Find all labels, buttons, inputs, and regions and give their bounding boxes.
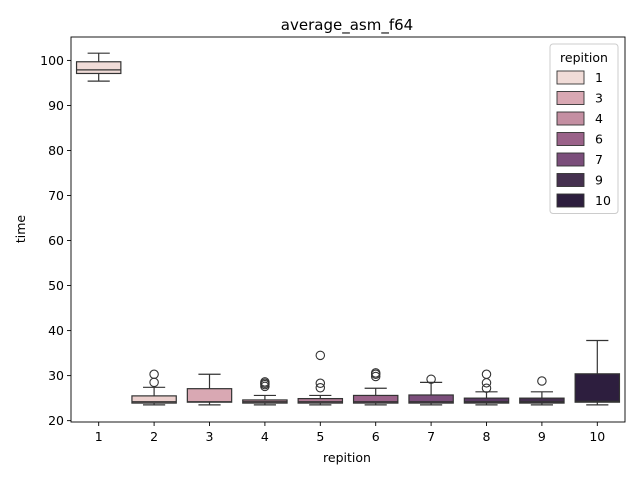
x-tick-label: 7: [427, 429, 435, 444]
legend-entry-label: 10: [595, 193, 611, 208]
legend-swatch: [556, 111, 585, 126]
outlier-point: [260, 377, 270, 387]
box-group-9: [519, 376, 565, 406]
outlier-point: [315, 378, 326, 389]
outlier-point: [481, 378, 492, 388]
x-tick-label: 6: [372, 429, 380, 444]
outlier-point: [481, 383, 492, 393]
legend-entry-label: 1: [595, 70, 603, 85]
y-tick-label: 50: [48, 278, 64, 293]
legend-swatch: [556, 70, 585, 85]
legend-box: [549, 43, 619, 214]
box-group-8: [463, 369, 510, 406]
x-tick-label: 2: [150, 429, 158, 444]
x-tick-label: 8: [483, 429, 491, 444]
y-tick-label: 60: [48, 233, 64, 248]
outlier-point: [370, 368, 381, 378]
box-group-7: [408, 374, 454, 406]
legend-swatch: [556, 173, 585, 187]
iqr-box: [519, 397, 565, 404]
x-tick-label: 10: [589, 429, 605, 444]
iqr-box: [352, 394, 399, 404]
legend: repition 1 3 4 6 7 9 10: [549, 43, 619, 214]
outlier-point: [149, 369, 159, 380]
y-tick-label: 70: [48, 188, 64, 203]
y-tick-label: 80: [48, 143, 64, 158]
legend-entry-label: 9: [595, 173, 603, 188]
box-group-4: [242, 377, 288, 406]
outlier-point: [537, 376, 547, 386]
box-group-2: [131, 369, 177, 406]
iqr-box: [186, 388, 233, 403]
legend-swatch: [556, 91, 585, 105]
legend-entry-label: 4: [595, 111, 603, 126]
x-tick-label: 9: [538, 429, 546, 444]
box-group-5: [297, 350, 344, 406]
box-group-1: [75, 52, 122, 82]
x-tick-label: 5: [316, 429, 324, 444]
legend-entry-label: 7: [595, 152, 603, 167]
y-tick-label: 40: [48, 323, 64, 338]
legend-swatch: [556, 132, 585, 146]
x-tick-label: 4: [261, 429, 269, 444]
legend-swatch: [556, 193, 585, 208]
outlier-point: [315, 350, 326, 361]
legend-swatch: [556, 152, 585, 167]
outlier-point: [149, 377, 159, 388]
y-axis-label: time: [13, 215, 28, 244]
box-group-10: [574, 339, 621, 406]
legend-title: repition: [560, 50, 608, 65]
iqr-box: [131, 395, 177, 404]
iqr-box: [75, 61, 122, 75]
iqr-box: [297, 397, 344, 404]
outlier-point: [315, 383, 326, 393]
x-tick-label: 1: [95, 429, 103, 444]
y-tick-label: 90: [48, 98, 64, 113]
legend-entry-label: 6: [595, 132, 603, 147]
iqr-box: [574, 373, 621, 403]
plot-area: 20 30 40 50 60 70 80 90 100 1 2 3 4 5 6 7 8 9 10: [40, 52, 621, 444]
x-axis-label: repition: [323, 450, 371, 465]
chart-title: average_asm_f64: [281, 16, 413, 35]
outlier-point: [426, 374, 436, 384]
outlier-point: [370, 371, 381, 382]
box-group-6: [352, 368, 399, 406]
y-tick-label: 100: [40, 53, 64, 68]
box-group-3: [186, 373, 233, 406]
x-tick-label: 3: [206, 429, 214, 444]
iqr-box: [408, 394, 454, 404]
plot-frame: [70, 36, 626, 423]
legend-entry-label: 3: [595, 91, 603, 106]
y-tick-label: 30: [48, 368, 64, 383]
outlier-point: [481, 369, 492, 380]
iqr-box: [463, 397, 510, 404]
y-tick-label: 20: [48, 413, 64, 428]
